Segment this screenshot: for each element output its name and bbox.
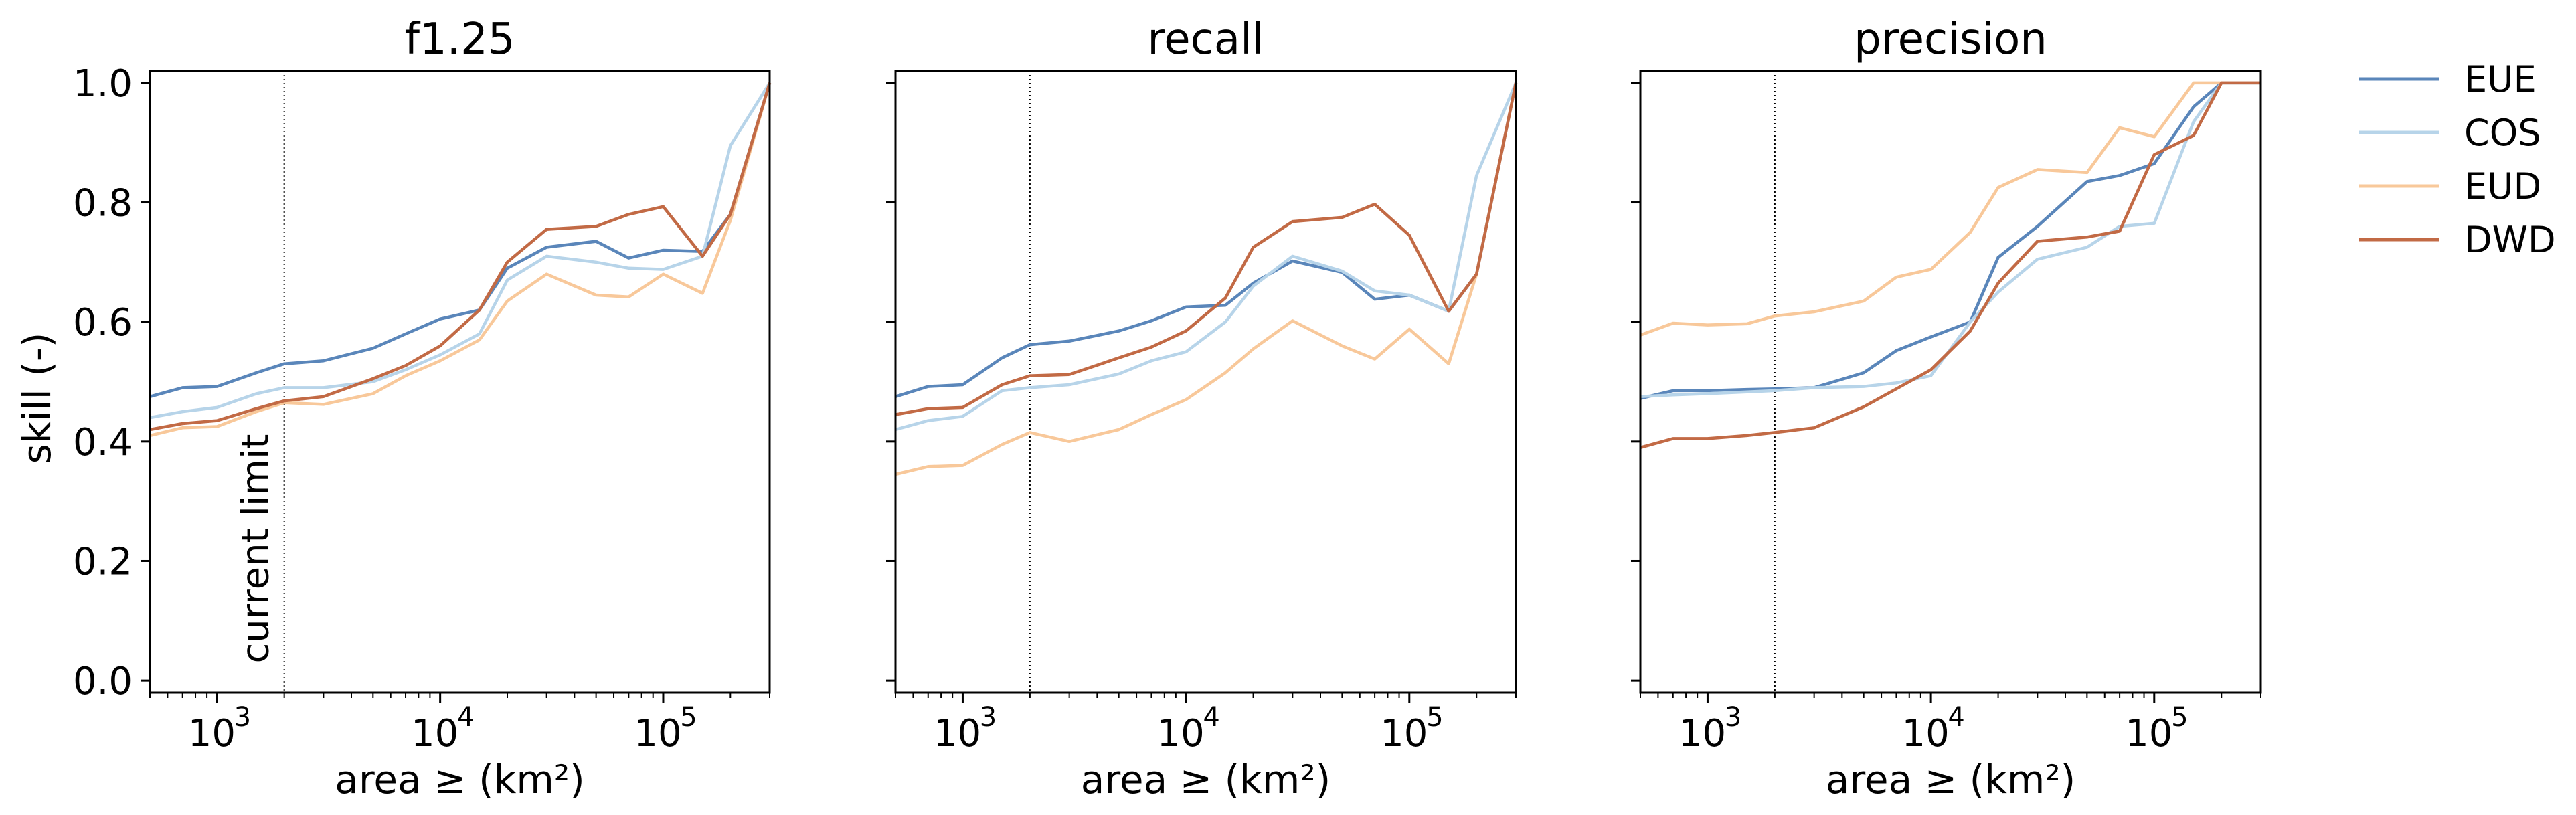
x-tick-label: 10 bbox=[1679, 712, 1726, 755]
plot-frame bbox=[1639, 70, 2262, 694]
series-line-eue bbox=[895, 82, 1518, 398]
legend-item-dwd: DWD bbox=[2359, 219, 2556, 261]
panel-title: recall bbox=[1147, 15, 1264, 64]
y-tick-label: 0.6 bbox=[73, 301, 133, 345]
y-tick-label: 0.8 bbox=[73, 182, 133, 225]
x-tick-label: 10 bbox=[188, 712, 236, 755]
series-line-eud bbox=[1640, 81, 2261, 337]
series-line-eue bbox=[1640, 81, 2261, 400]
x-tick-label: 10 bbox=[1380, 712, 1428, 755]
y-tick-label: 0.0 bbox=[73, 660, 133, 703]
legend-label: DWD bbox=[2464, 219, 2556, 261]
x-tick-exponent: 3 bbox=[980, 702, 997, 733]
series-line-dwd bbox=[1640, 81, 2261, 449]
series-line-eud bbox=[149, 82, 772, 438]
x-tick-exponent: 3 bbox=[234, 702, 251, 733]
x-tick-exponent: 5 bbox=[1426, 702, 1443, 733]
x-tick-label: 10 bbox=[634, 712, 681, 755]
legend-label: COS bbox=[2464, 112, 2541, 154]
x-tick-exponent: 3 bbox=[1725, 702, 1741, 733]
plot-frame bbox=[894, 70, 1517, 694]
panel-title: precision bbox=[1854, 15, 2047, 64]
x-tick-label: 10 bbox=[1901, 712, 1949, 755]
x-tick-exponent: 5 bbox=[680, 702, 697, 733]
legend-item-cos: COS bbox=[2359, 112, 2541, 154]
series-line-cos bbox=[149, 82, 771, 420]
x-tick-label: 10 bbox=[934, 712, 981, 755]
legend-item-eud: EUD bbox=[2359, 165, 2541, 207]
x-tick-label: 10 bbox=[1156, 712, 1204, 755]
x-tick-label: 10 bbox=[2125, 712, 2172, 755]
legend-label: EUE bbox=[2464, 58, 2537, 100]
series-line-dwd bbox=[895, 82, 1518, 416]
x-tick-exponent: 4 bbox=[1948, 702, 1964, 733]
series-line-dwd bbox=[149, 82, 772, 432]
y-tick-label: 1.0 bbox=[73, 62, 133, 106]
series-line-eue bbox=[149, 82, 772, 398]
panel-title: f1.25 bbox=[404, 15, 515, 64]
x-tick-exponent: 4 bbox=[457, 702, 474, 733]
y-tick-label: 0.4 bbox=[73, 421, 133, 464]
x-axis-label: area ≥ (km²) bbox=[335, 757, 584, 802]
x-axis-label: area ≥ (km²) bbox=[1826, 757, 2075, 802]
x-axis-label: area ≥ (km²) bbox=[1081, 757, 1330, 802]
series-line-eud bbox=[895, 82, 1518, 476]
y-axis-label: skill (-) bbox=[14, 333, 60, 464]
legend-item-eue: EUE bbox=[2359, 58, 2537, 100]
series-line-cos bbox=[895, 82, 1518, 432]
x-tick-exponent: 4 bbox=[1203, 702, 1219, 733]
legend-label: EUD bbox=[2464, 165, 2541, 207]
reference-line-label: current limit bbox=[234, 434, 278, 664]
x-tick-exponent: 5 bbox=[2171, 702, 2188, 733]
x-tick-label: 10 bbox=[411, 712, 458, 755]
y-tick-label: 0.2 bbox=[73, 540, 133, 583]
legend: EUE COS EUD DWD bbox=[2359, 58, 2556, 261]
plot-frame bbox=[149, 70, 771, 694]
